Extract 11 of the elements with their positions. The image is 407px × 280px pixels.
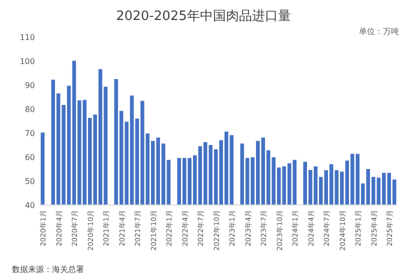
y-tick-label: 60 xyxy=(24,153,35,162)
y-tick-label: 40 xyxy=(24,201,35,210)
y-tick-label: 70 xyxy=(24,129,35,138)
y-tick-label: 110 xyxy=(20,33,35,42)
source-note: 数据来源：海关总署 xyxy=(12,265,84,274)
y-tick-label: 100 xyxy=(20,57,35,66)
y-tick-label: 90 xyxy=(24,81,35,90)
chart-title: 2020-2025年中国肉品进口量 xyxy=(116,9,291,24)
text: 单位：万吨 xyxy=(359,27,399,36)
y-tick-label: 80 xyxy=(24,105,35,114)
y-tick-label: 50 xyxy=(24,177,35,186)
